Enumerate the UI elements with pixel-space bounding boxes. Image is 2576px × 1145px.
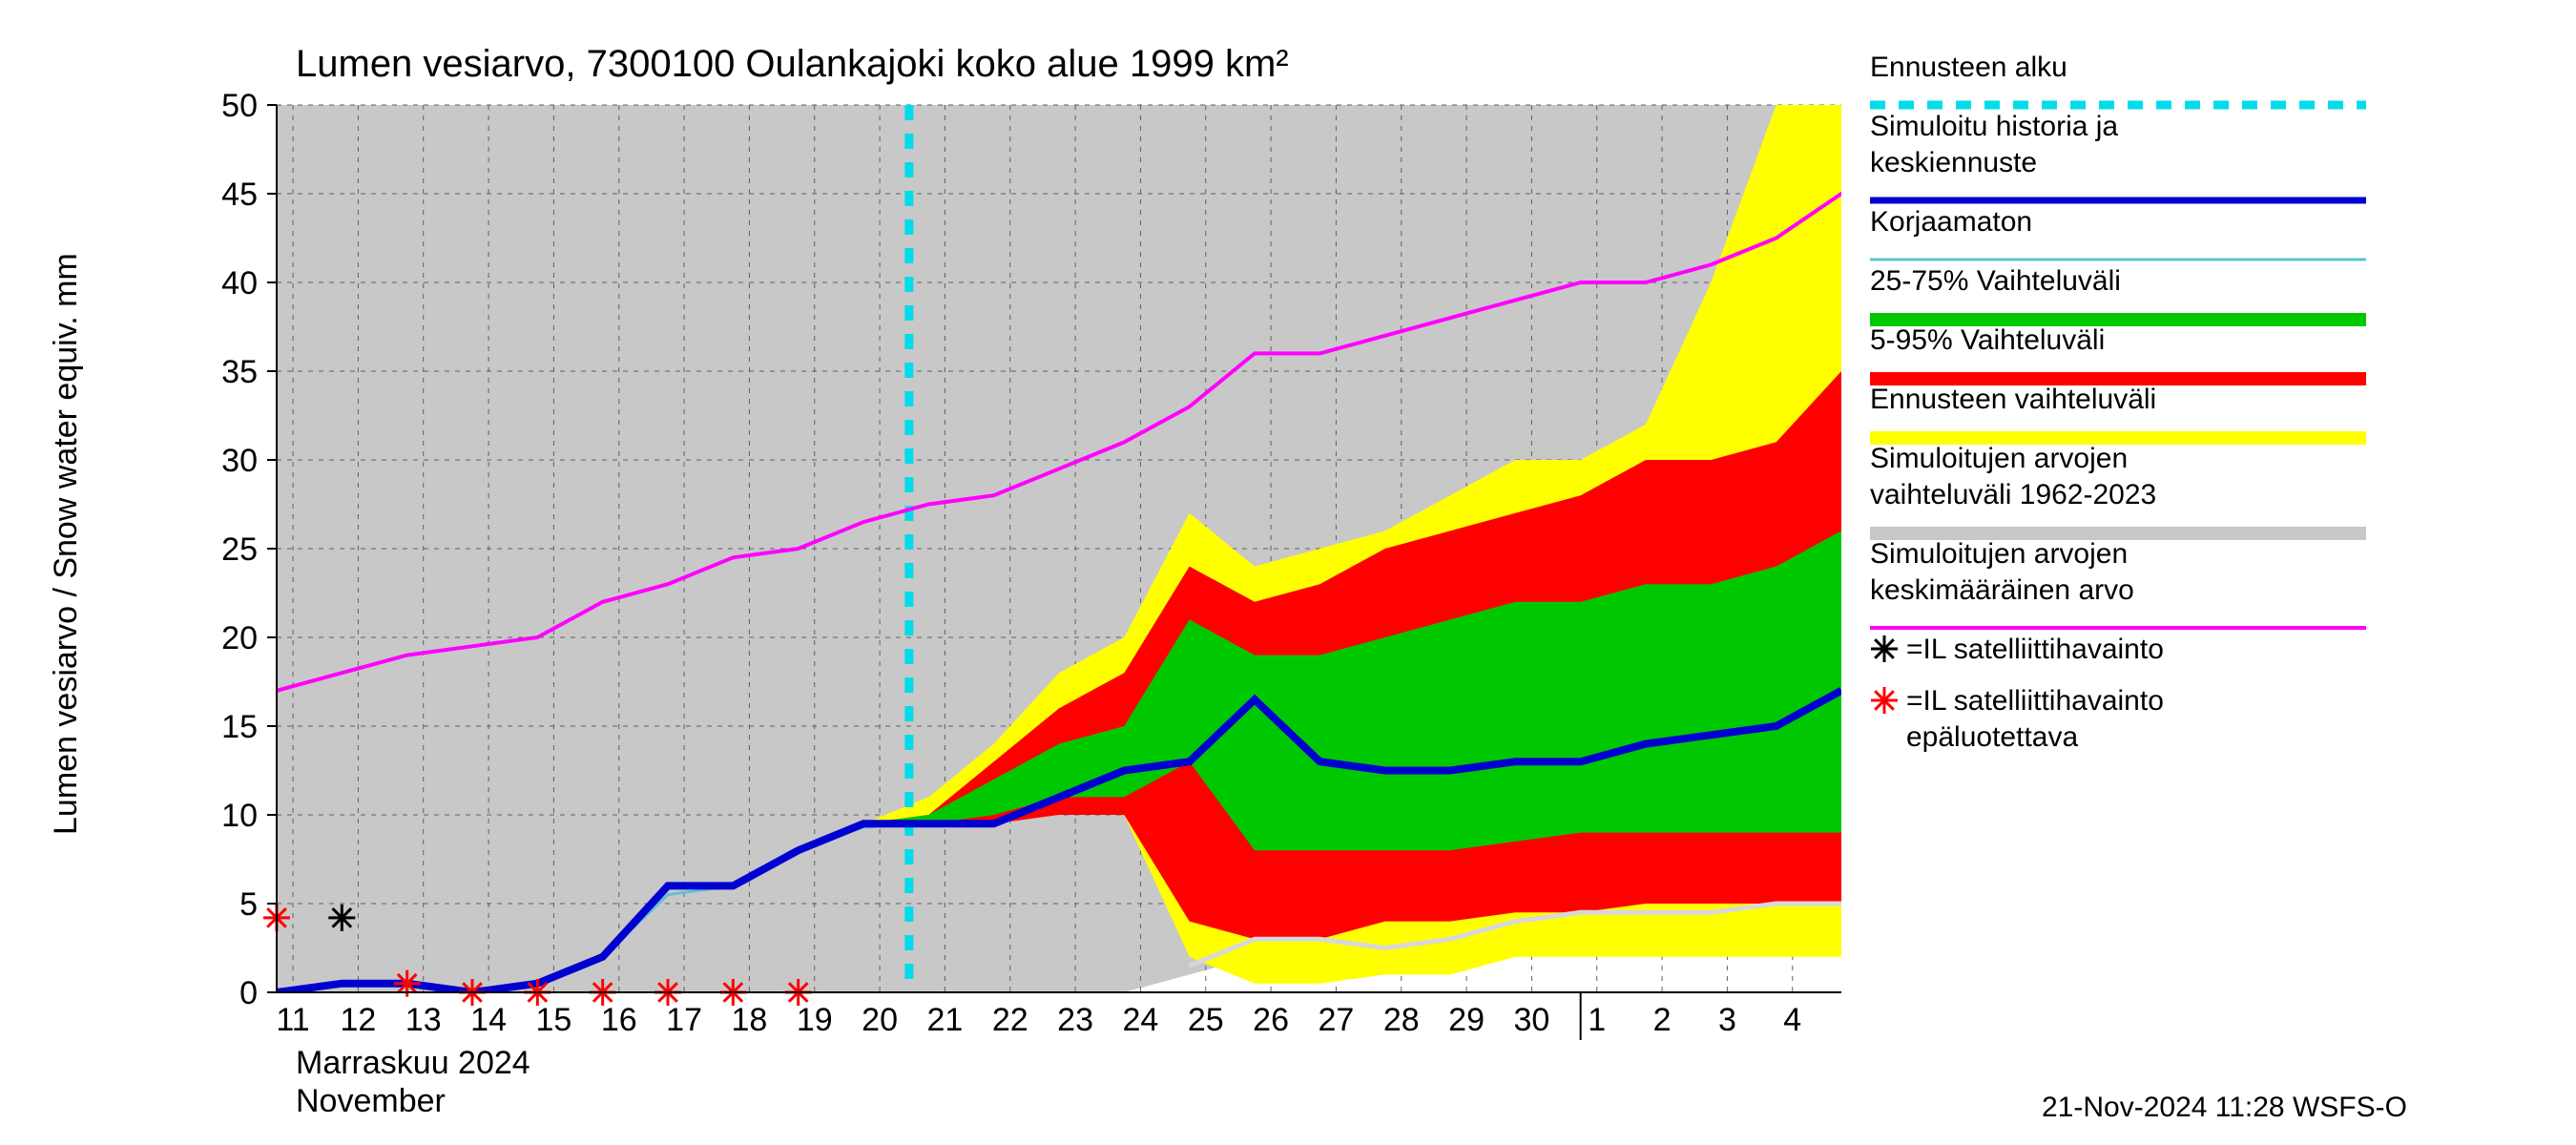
x-tick-label: 24 [1123, 1002, 1159, 1038]
legend-label: =IL satelliittihavainto [1906, 685, 2164, 717]
legend-label: vaihteluväli 1962-2023 [1870, 479, 2156, 510]
legend-label: Simuloitujen arvojen [1870, 443, 2128, 474]
y-tick-label: 20 [221, 620, 258, 656]
y-tick-label: 0 [239, 975, 258, 1011]
x-tick-label: 16 [601, 1002, 637, 1038]
y-axis-label: Lumen vesiarvo / Snow water equiv. mm [48, 253, 84, 835]
x-tick-label: 22 [992, 1002, 1028, 1038]
chart-container: 0510152025303540455011121314151617181920… [0, 0, 2576, 1145]
x-tick-label: 17 [666, 1002, 702, 1038]
x-tick-label: 26 [1253, 1002, 1289, 1038]
x-tick-label: 27 [1319, 1002, 1355, 1038]
x-tick-label: 3 [1718, 1002, 1736, 1038]
chart-title: Lumen vesiarvo, 7300100 Oulankajoki koko… [296, 43, 1289, 85]
y-tick-label: 10 [221, 798, 258, 834]
x-tick-label: 19 [797, 1002, 833, 1038]
x-tick-label: 15 [536, 1002, 572, 1038]
x-tick-label: 30 [1514, 1002, 1550, 1038]
legend-label: 5-95% Vaihteluväli [1870, 324, 2105, 356]
x-tick-label: 23 [1057, 1002, 1093, 1038]
x-tick-label: 28 [1383, 1002, 1420, 1038]
legend-label: 25-75% Vaihteluväli [1870, 265, 2121, 297]
x-tick-label: 11 [276, 1002, 309, 1038]
y-tick-label: 40 [221, 265, 258, 302]
x-tick-label: 14 [470, 1002, 507, 1038]
legend-label: Ennusteen vaihteluväli [1870, 384, 2156, 415]
legend-label: Ennusteen alku [1870, 52, 2067, 83]
legend-label: =IL satelliittihavainto [1906, 634, 2164, 665]
y-tick-label: 25 [221, 531, 258, 568]
legend-star [1871, 635, 1898, 662]
y-tick-label: 30 [221, 443, 258, 479]
x-tick-label: 29 [1448, 1002, 1485, 1038]
month-label-en: November [296, 1083, 446, 1119]
x-tick-label: 4 [1783, 1002, 1801, 1038]
y-tick-label: 5 [239, 886, 258, 923]
legend-star [1871, 687, 1898, 714]
x-tick-label: 25 [1188, 1002, 1224, 1038]
x-tick-label: 2 [1653, 1002, 1672, 1038]
legend-label: Simuloitu historia ja [1870, 111, 2118, 142]
x-tick-label: 21 [927, 1002, 964, 1038]
black-star-marker [328, 905, 355, 931]
legend-label: epäluotettava [1906, 721, 2078, 753]
x-tick-label: 1 [1588, 1002, 1606, 1038]
x-tick-label: 13 [405, 1002, 442, 1038]
x-tick-label: 20 [862, 1002, 898, 1038]
footer-text: 21-Nov-2024 11:28 WSFS-O [2042, 1092, 2407, 1123]
legend-label: Korjaamaton [1870, 206, 2032, 238]
x-tick-label: 12 [341, 1002, 377, 1038]
legend-label: Simuloitujen arvojen [1870, 538, 2128, 570]
y-tick-label: 35 [221, 354, 258, 390]
x-tick-label: 18 [732, 1002, 768, 1038]
legend-label: keskiennuste [1870, 147, 2037, 178]
chart-svg: 0510152025303540455011121314151617181920… [0, 0, 2576, 1145]
legend-label: keskimääräinen arvo [1870, 574, 2134, 606]
y-tick-label: 15 [221, 709, 258, 745]
y-tick-label: 45 [221, 177, 258, 213]
month-label-fi: Marraskuu 2024 [296, 1045, 530, 1081]
y-tick-label: 50 [221, 88, 258, 124]
